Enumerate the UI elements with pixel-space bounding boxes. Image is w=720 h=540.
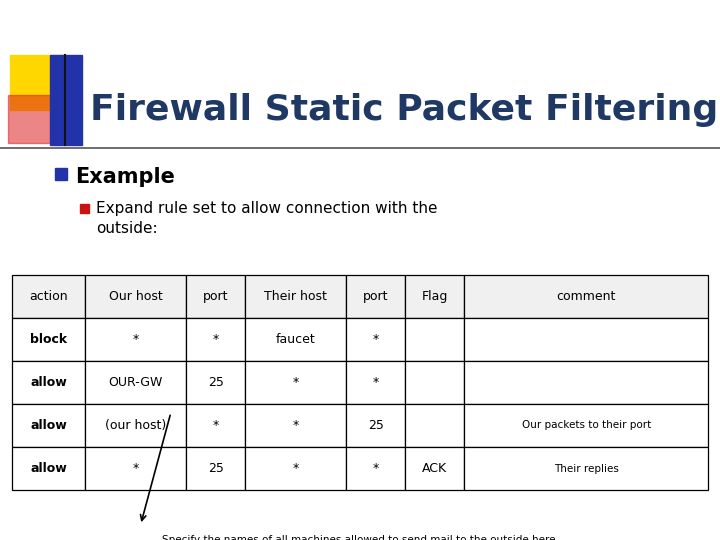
Text: port: port: [363, 290, 388, 303]
Text: *: *: [372, 376, 379, 389]
Text: Firewall Static Packet Filtering: Firewall Static Packet Filtering: [90, 93, 719, 127]
Text: OUR-GW: OUR-GW: [108, 376, 163, 389]
Text: allow: allow: [30, 462, 67, 475]
Text: *: *: [132, 333, 139, 346]
Text: ACK: ACK: [422, 462, 447, 475]
Text: 25: 25: [207, 462, 223, 475]
Text: *: *: [212, 419, 219, 432]
Text: 25: 25: [207, 376, 223, 389]
Text: allow: allow: [30, 376, 67, 389]
Text: block: block: [30, 333, 67, 346]
Text: faucet: faucet: [276, 333, 315, 346]
Text: *: *: [292, 419, 299, 432]
Text: *: *: [372, 333, 379, 346]
Text: Flag: Flag: [422, 290, 448, 303]
Text: 25: 25: [368, 419, 384, 432]
Text: *: *: [132, 462, 139, 475]
Text: *: *: [292, 462, 299, 475]
Text: Our packets to their port: Our packets to their port: [521, 421, 651, 430]
Text: Example: Example: [75, 167, 175, 187]
Text: Expand rule set to allow connection with the: Expand rule set to allow connection with…: [96, 200, 438, 215]
Text: (our host): (our host): [105, 419, 166, 432]
Text: action: action: [30, 290, 68, 303]
Text: Specify the names of all machines allowed to send mail to the outside here.: Specify the names of all machines allowe…: [161, 535, 559, 540]
Text: outside:: outside:: [96, 220, 158, 235]
Text: comment: comment: [557, 290, 616, 303]
Text: *: *: [372, 462, 379, 475]
Text: Their host: Their host: [264, 290, 327, 303]
Text: Their replies: Their replies: [554, 463, 618, 474]
Text: *: *: [292, 376, 299, 389]
Text: *: *: [212, 333, 219, 346]
Text: allow: allow: [30, 419, 67, 432]
Text: Our host: Our host: [109, 290, 163, 303]
Text: port: port: [203, 290, 228, 303]
